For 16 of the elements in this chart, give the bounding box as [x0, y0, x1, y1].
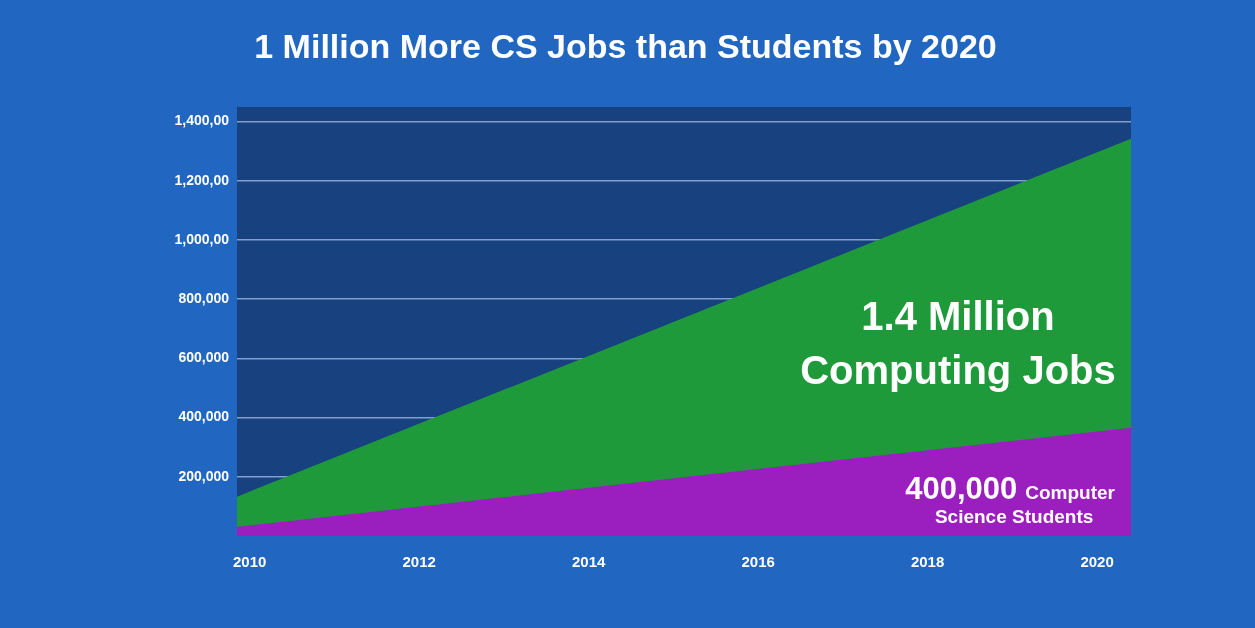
annotation: 1.4 Million Computing Jobs	[800, 294, 1116, 392]
chart-title: 1 Million More CS Jobs than Students by 2020	[254, 26, 997, 65]
x-tick-label: 2010	[233, 553, 267, 571]
annotation: 400,000 Computer Science Students	[905, 471, 1116, 527]
x-tick-label: 2012	[402, 553, 436, 571]
y-tick-label: 1,000,00	[174, 230, 230, 247]
x-tick-label: 2014	[571, 553, 607, 571]
y-tick-label: 1,200,00	[174, 171, 230, 188]
x-tick-label: 2018	[910, 553, 945, 571]
y-tick-label: 800,000	[178, 290, 230, 307]
x-tick-label: 2020	[1080, 553, 1114, 571]
x-tick-label: 2016	[741, 553, 775, 571]
y-tick-label: 1,400,00	[174, 112, 230, 129]
y-tick-label: 400,000	[178, 408, 230, 425]
y-tick-label: 600,000	[178, 349, 230, 366]
y-tick-label: 200,000	[178, 467, 230, 484]
